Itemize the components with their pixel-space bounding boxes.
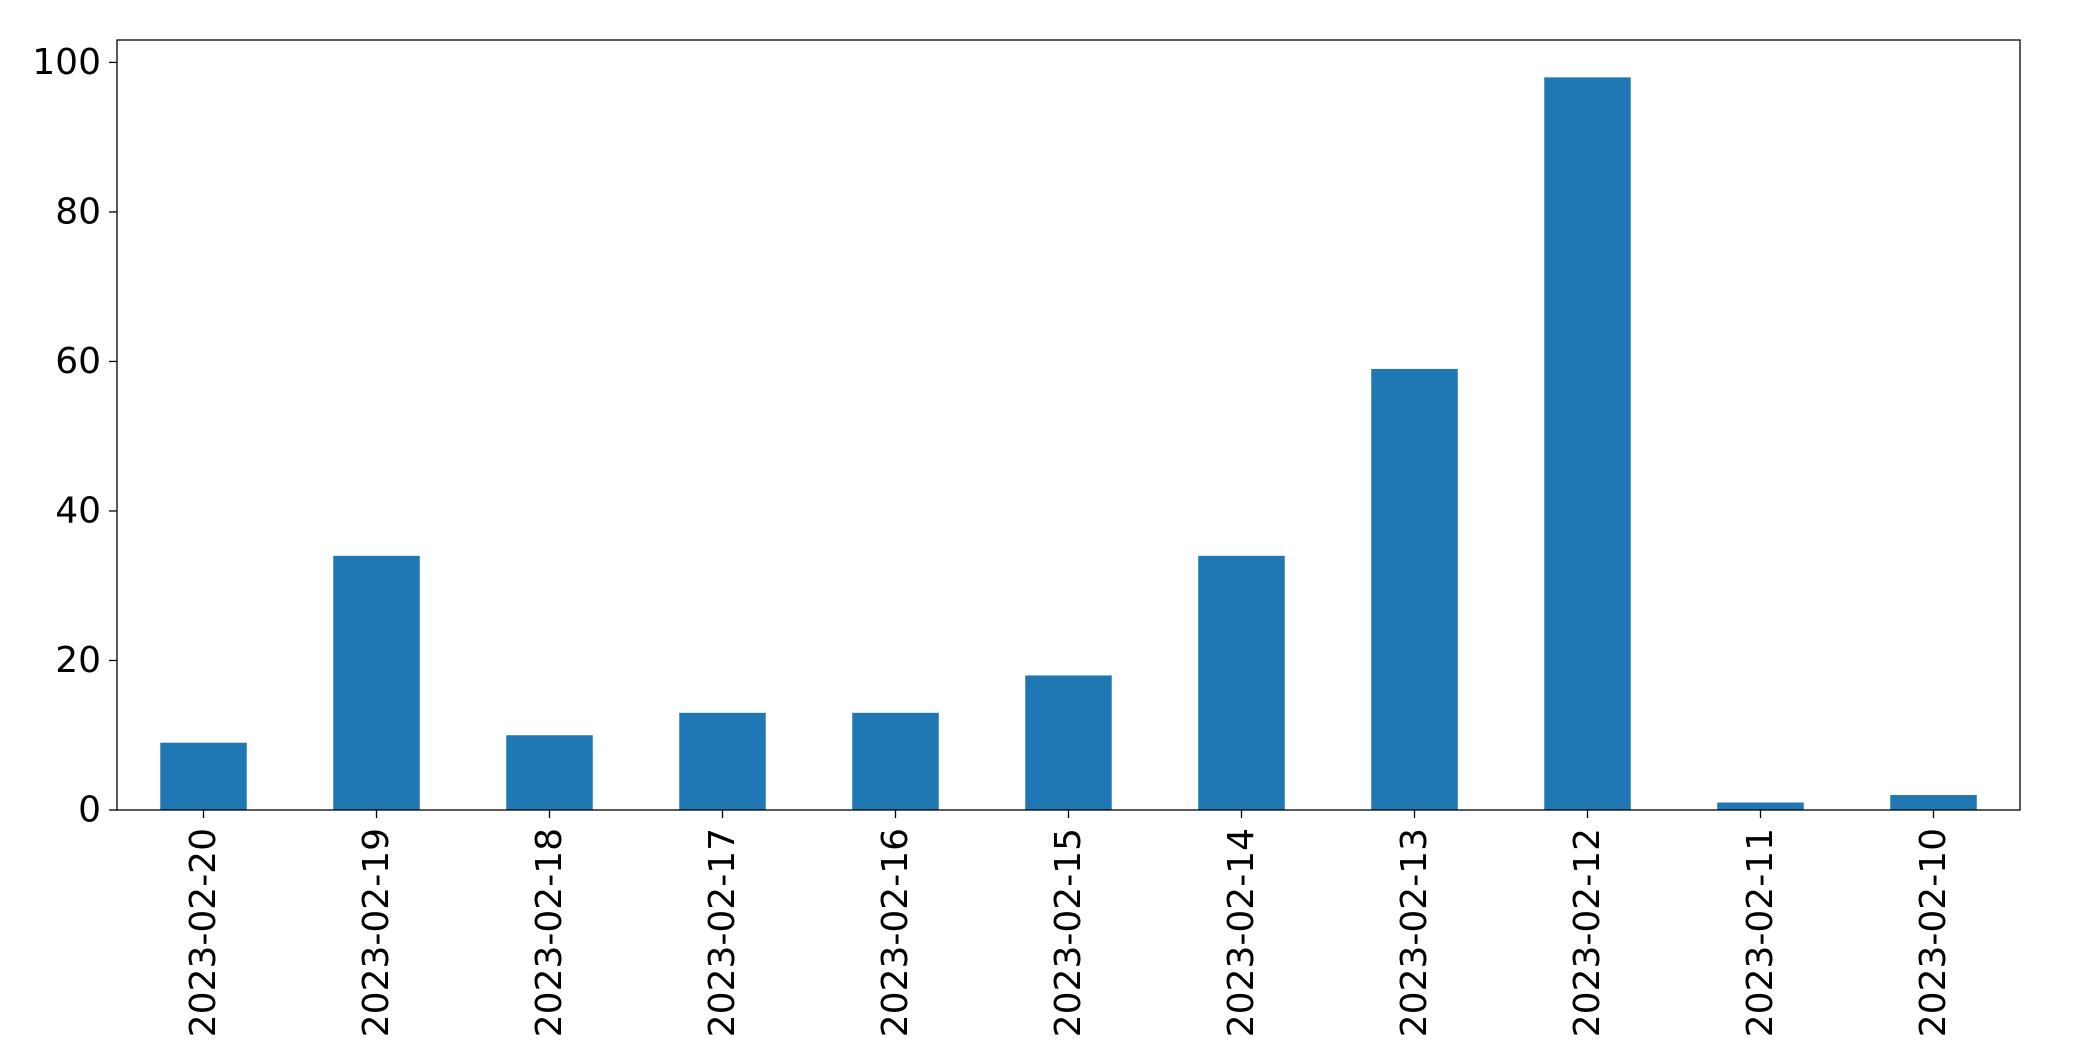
x-tick-label: 2023-02-17 — [702, 828, 743, 1037]
x-tick-label: 2023-02-20 — [183, 828, 224, 1037]
x-tick-label: 2023-02-19 — [356, 828, 397, 1037]
y-tick-label: 100 — [32, 42, 101, 83]
x-tick-label: 2023-02-15 — [1048, 828, 1089, 1037]
x-tick-label: 2023-02-18 — [529, 828, 570, 1037]
bar-2023-02-17 — [679, 712, 766, 810]
x-tick-label: 2023-02-13 — [1394, 828, 1435, 1037]
x-tick-label: 2023-02-16 — [875, 828, 916, 1037]
x-tick-label: 2023-02-14 — [1221, 828, 1262, 1037]
x-tick-label: 2023-02-10 — [1913, 828, 1954, 1037]
plot-frame — [116, 39, 2021, 811]
x-tick-label: 2023-02-11 — [1740, 828, 1781, 1037]
bar-2023-02-19 — [333, 555, 420, 810]
y-tick-label: 40 — [55, 490, 101, 531]
y-tick-label: 60 — [55, 341, 101, 382]
y-axis-ticks: 0 20 40 60 80 100 — [32, 42, 117, 831]
x-axis-ticks: 2023-02-20 2023-02-19 2023-02-18 2023-02-17… — [183, 810, 1954, 1037]
bar-2023-02-13 — [1371, 368, 1458, 810]
bar-2023-02-16 — [852, 712, 939, 810]
y-tick-label: 20 — [55, 640, 101, 681]
bar-2023-02-11 — [1717, 802, 1804, 810]
bar-2023-02-18 — [506, 735, 593, 810]
x-tick-label: 2023-02-12 — [1567, 828, 1608, 1037]
bar-2023-02-15 — [1025, 675, 1112, 810]
bar-2023-02-12 — [1544, 77, 1631, 810]
bar-2023-02-10 — [1890, 795, 1977, 810]
bars-group — [160, 77, 1977, 810]
y-tick-label: 80 — [55, 191, 101, 232]
bar-2023-02-20 — [160, 742, 247, 810]
bar-2023-02-14 — [1198, 555, 1285, 810]
y-tick-label: 0 — [78, 790, 101, 831]
